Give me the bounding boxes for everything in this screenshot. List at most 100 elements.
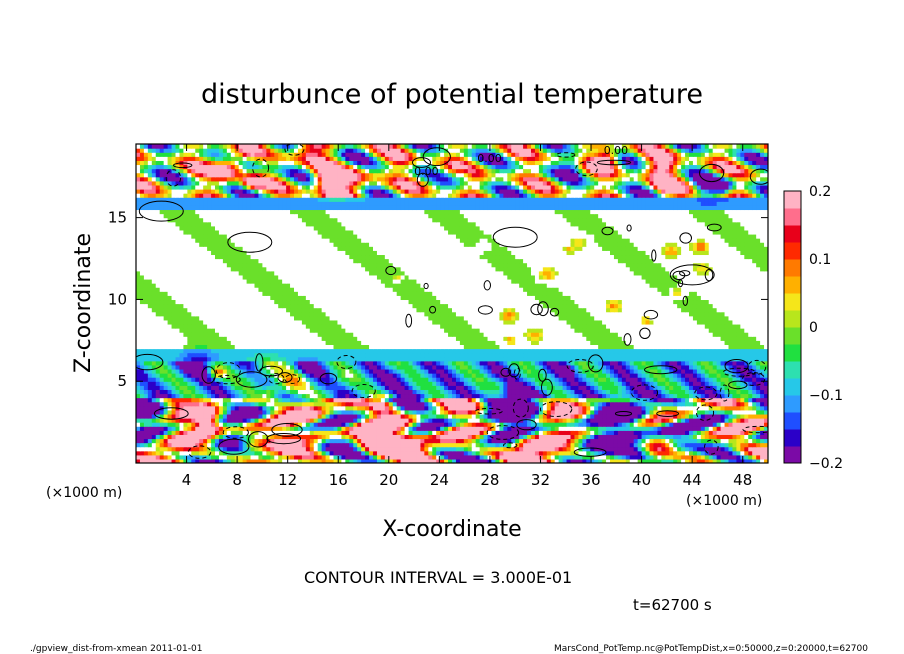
heatmap-cell [396,458,402,463]
heatmap-cell [230,377,236,382]
heatmap-cell [479,450,485,456]
heatmap-cell [167,389,173,395]
heatmap-cell [515,385,520,390]
heatmap-cell [610,373,615,378]
heatmap-cell [203,401,208,407]
heatmap-cell [570,373,576,378]
heatmap-cell [448,418,453,423]
heatmap-cell [384,413,390,419]
heatmap-cell [641,368,647,374]
heatmap-cell [388,413,394,419]
heatmap-cell [179,352,184,358]
heatmap-cell [179,336,184,341]
heatmap-cell [665,381,670,386]
heatmap-cell [542,422,548,427]
heatmap-cell [531,438,536,444]
heatmap-cell [594,377,599,382]
heatmap-cell [610,426,615,431]
heatmap-cell [183,405,188,411]
heatmap-cell [207,418,212,423]
heatmap-cell [274,454,279,460]
heatmap-cell [270,364,275,370]
heatmap-cell [712,454,718,460]
heatmap-cell [238,430,244,435]
heatmap-cell [278,336,283,341]
heatmap-cell [234,356,240,362]
heatmap-cell [641,430,647,435]
heatmap-cell [704,344,710,350]
heatmap-cell [392,405,398,411]
heatmap-cell [633,364,639,370]
heatmap-cell [452,393,457,399]
heatmap-cell [297,418,303,423]
heatmap-cell [566,377,572,382]
heatmap-cell [594,434,599,440]
heatmap-cell [546,438,552,444]
heatmap-cell [171,413,177,419]
heatmap-cell [629,438,635,444]
heatmap-cell [657,336,662,341]
heatmap-cell [380,454,386,460]
heatmap-cell [250,409,256,415]
heatmap-cell [613,352,619,358]
heatmap-cell [681,454,686,460]
heatmap-cell [669,373,674,378]
heatmap-cell [337,438,342,444]
heatmap-cell [736,418,741,423]
heatmap-cell [167,373,173,378]
heatmap-cell [266,389,271,395]
heatmap-cell [416,381,421,386]
heatmap-cell [282,454,287,460]
heatmap-cell [313,458,319,463]
heatmap-cell [475,360,481,366]
heatmap-cell [215,434,220,440]
heatmap-cell [167,409,173,415]
heatmap-cell [353,348,358,354]
heatmap-cell [420,389,425,395]
heatmap-cell [692,426,698,431]
heatmap-cell [756,377,761,382]
heatmap-cell [610,381,615,386]
heatmap-cell [499,442,504,448]
heatmap-cell [708,413,714,419]
heatmap-cell [345,397,350,403]
heatmap-cell [238,422,244,427]
heatmap-cell [594,426,599,431]
heatmap-cell [297,336,303,341]
heatmap-cell [452,430,457,435]
heatmap-cell [459,446,465,452]
heatmap-cell [171,454,177,460]
heatmap-cell [645,348,651,354]
heatmap-cell [479,356,485,362]
heatmap-cell [519,458,524,463]
heatmap-cell [420,430,425,435]
heatmap-cell [171,438,177,444]
heatmap-cell [673,401,678,407]
heatmap-cell [534,446,540,452]
heatmap-cell [760,422,765,427]
heatmap-cell [274,422,279,427]
heatmap-cell [278,389,283,395]
heatmap-cell [538,381,544,386]
heatmap-cell [661,422,666,427]
heatmap-cell [222,446,228,452]
heatmap-cell [337,401,342,407]
heatmap-cell [590,377,595,382]
heatmap-cell [317,418,323,423]
heatmap-cell [613,344,619,350]
heatmap-cell [404,458,410,463]
heatmap-cell [432,373,437,378]
heatmap-cell [250,336,256,341]
heatmap-cell [171,332,177,337]
heatmap-cell [321,430,327,435]
heatmap-cell [487,352,493,358]
heatmap-cell [301,381,307,386]
heatmap-cell [222,405,228,411]
heatmap-cell [345,454,350,460]
heatmap-cell [673,422,678,427]
heatmap-cell [657,360,662,366]
heatmap-cell [764,450,768,456]
heatmap-cell [531,364,536,370]
heatmap-cell [203,418,208,423]
heatmap-cell [349,422,354,427]
